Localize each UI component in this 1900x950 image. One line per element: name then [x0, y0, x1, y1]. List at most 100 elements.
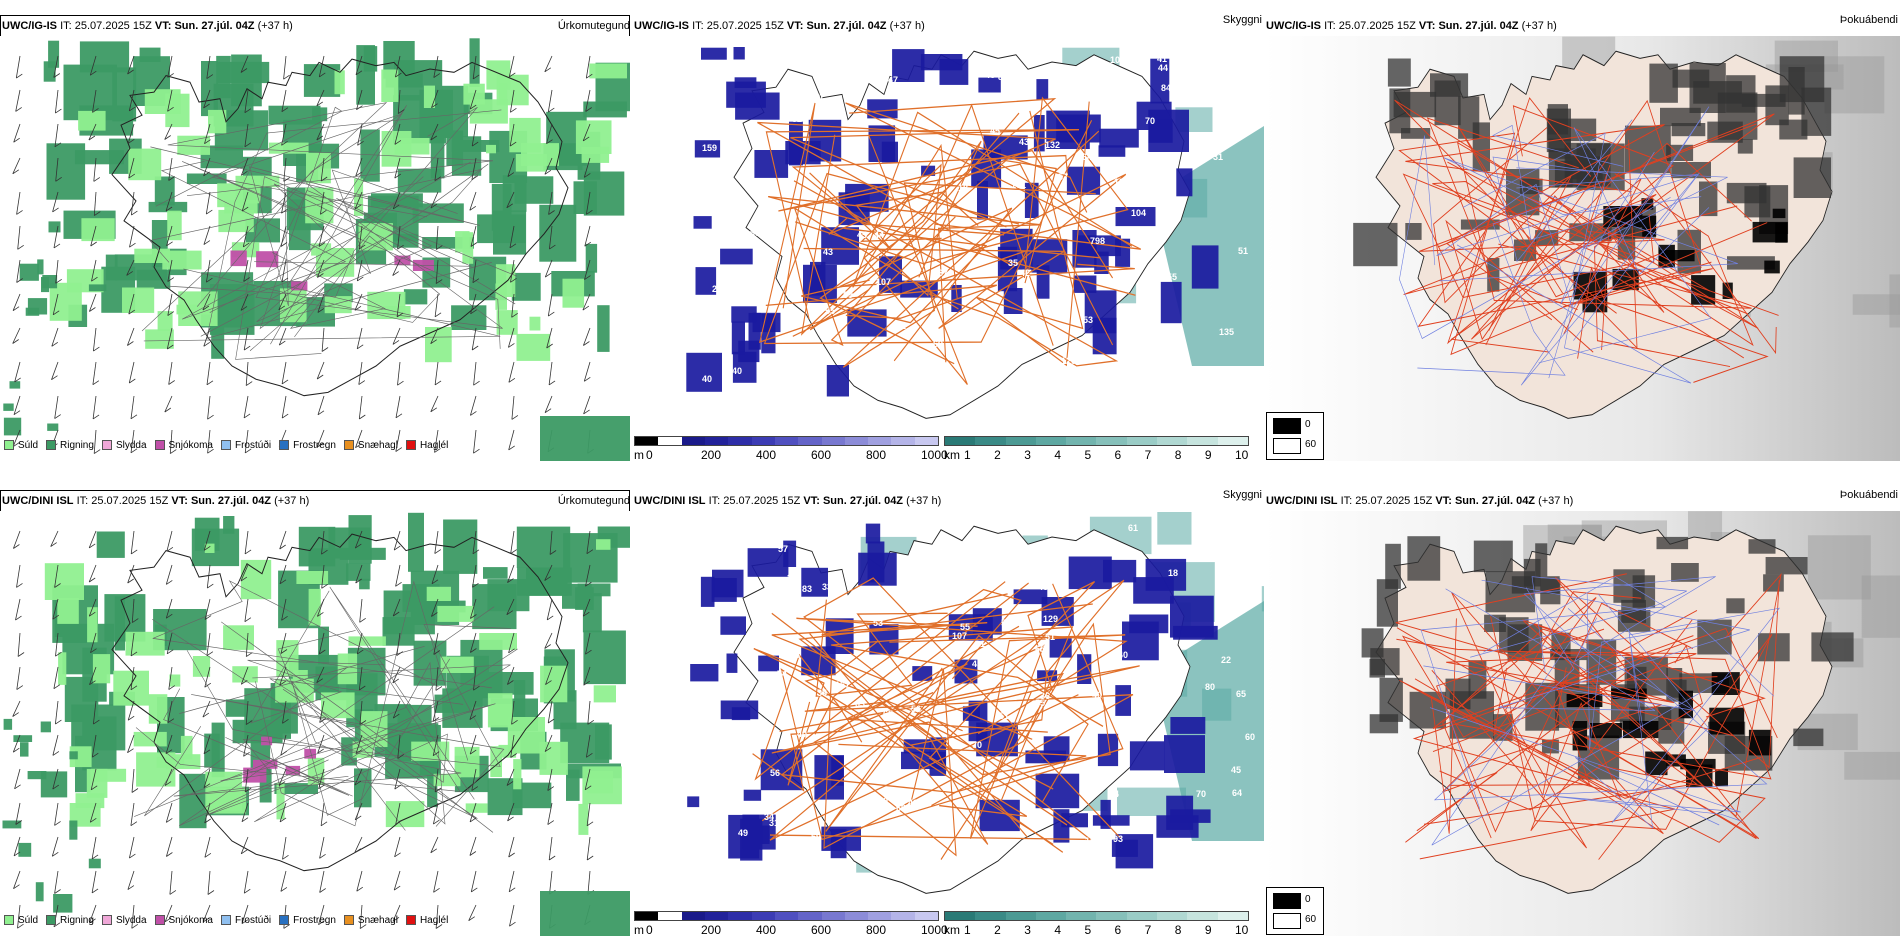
- colorbar-tick: 2: [994, 448, 1001, 462]
- colorbar-tick: 4: [1054, 448, 1062, 462]
- cloud-base-label: 85: [998, 72, 1008, 82]
- legend-item: Snæhagl: [343, 915, 398, 926]
- colorbar-tick: 600: [811, 923, 832, 937]
- cloud-base-label: 40: [797, 729, 807, 739]
- cloud-base-label: 40: [1092, 690, 1102, 700]
- colorbar-tick: 9: [1204, 923, 1212, 937]
- panel-title: Þokuábendi: [1839, 14, 1898, 26]
- panel-header: UWC/DINI ISL IT: 25.07.2025 15Z VT: Sun.…: [1266, 489, 1898, 509]
- cloud-base-label: 60: [878, 796, 888, 806]
- cloud-base-label: 91: [975, 639, 985, 649]
- cloud-base-label: 62: [957, 106, 967, 116]
- legend-item: Súld: [4, 915, 38, 926]
- precip-type-map: [0, 36, 632, 461]
- valid-time: Sun. 27.júl. 04Z: [822, 495, 904, 507]
- cloud-base-label: 43: [823, 247, 833, 257]
- cloud-base-label: 65: [1236, 689, 1246, 699]
- panel-title: Úrkomutegund: [557, 495, 630, 507]
- cloud-base-label: 120: [1061, 356, 1076, 366]
- cloud-base-label: 107: [876, 277, 891, 287]
- cloud-base-label: 103: [1110, 55, 1125, 65]
- it-label: IT:: [692, 20, 704, 32]
- colorbar-tick: 5: [1084, 923, 1092, 937]
- cloud-base-label: 45: [972, 659, 982, 669]
- cloud-base-label: 46: [1038, 359, 1048, 369]
- cloud-base-label: 54: [1062, 371, 1072, 381]
- cloud-base-label: 65: [750, 228, 760, 238]
- cloud-base-label: 102: [921, 361, 936, 371]
- vt-label: VT:: [786, 20, 804, 32]
- cloud-base-label: 49: [905, 588, 915, 598]
- cloud-base-label: 129: [1043, 614, 1058, 624]
- cloud-base-label: 80: [1205, 682, 1215, 692]
- fog-index-legend: 0 60: [1266, 887, 1324, 935]
- colorbar-tick: 10: [1235, 923, 1249, 937]
- colorbar-tick: 1: [964, 923, 971, 937]
- cloud-base-label: 51: [1238, 246, 1248, 256]
- cloud-base-label: 70: [1145, 116, 1155, 126]
- lead-time: (+37 h): [257, 20, 293, 32]
- panel-title: Skyggni: [1222, 489, 1262, 501]
- legend-item: Slydda: [101, 440, 147, 451]
- visibility-colorbar: km 1 2 3 4 5 6 7 8 9 10: [944, 436, 1249, 464]
- cloud-base-colorbar: m 0 200 400 600 800 1000: [634, 436, 948, 464]
- cloud-base-label: 57: [1058, 172, 1068, 182]
- cloud-base-label: 51: [888, 765, 898, 775]
- colorbar-tick: 1000: [921, 923, 948, 937]
- precip-type-panel: UWC/DINI ISL IT: 25.07.2025 15Z VT: Sun.…: [0, 475, 632, 950]
- colorbar-tick: 6: [1114, 448, 1122, 462]
- cloud-base-label: 49: [738, 828, 748, 838]
- cloud-base-label: 61: [1128, 523, 1138, 533]
- cloud-base-label: 90: [951, 574, 961, 584]
- cloud-base-label: 53: [1245, 89, 1255, 99]
- fog-index-legend: 0 60: [1266, 412, 1324, 460]
- model-row: UWC/IG-IS IT: 25.07.2025 15Z VT: Sun. 27…: [0, 14, 1900, 464]
- legend-item: Rigning: [46, 915, 94, 926]
- panel-title: Þokuábendi: [1839, 489, 1898, 501]
- colorbar-tick: 2: [994, 923, 1001, 937]
- cloud-base-label: 65: [987, 852, 997, 862]
- colorbar-tick: 7: [1144, 448, 1152, 462]
- init-time: 25.07.2025 15Z: [1338, 20, 1416, 32]
- cloud-base-label: 55: [910, 266, 920, 276]
- colorbar-tick: 7: [1144, 923, 1152, 937]
- cloud-base-label: 72: [1134, 235, 1144, 245]
- cloud-base-label: 156: [1085, 836, 1100, 846]
- legend-item: Snjókoma: [154, 440, 213, 451]
- cloud-base-label: 148: [835, 74, 850, 84]
- cloud-base-label: 41: [814, 92, 824, 102]
- cloud-base-label: 74: [777, 669, 787, 679]
- cloud-base-label: 798: [1090, 236, 1105, 246]
- lead-time: (+37 h): [1538, 495, 1574, 507]
- vt-label: VT:: [154, 20, 172, 32]
- panel-title: Skyggni: [1222, 14, 1262, 26]
- cloud-base-label: 78: [737, 141, 747, 151]
- cloud-base-label: 83: [802, 584, 812, 594]
- vt-label: VT:: [171, 495, 188, 507]
- cloud-base-label: 40: [702, 374, 712, 384]
- cloud-base-label: 64: [1082, 152, 1092, 162]
- colorbar-tick: 600: [811, 448, 832, 462]
- cloud-base-label: 106: [1114, 177, 1129, 187]
- cloud-base-label: 47: [888, 75, 898, 85]
- colorbar-tick: 1: [964, 448, 971, 462]
- cloud-base-label: 41: [712, 338, 722, 348]
- cloud-base-label: 52: [1001, 618, 1011, 628]
- legend-item: Frostúði: [220, 915, 271, 926]
- colorbar-tick: 6: [1114, 923, 1122, 937]
- cloud-base-label: 157: [835, 680, 850, 690]
- cloud-base-map: 56 33 45 50 47 56 40 57 55 65 84 44 49 43 34 31 32 43 41 51…: [632, 36, 1264, 461]
- cloud-base-label: 22: [1218, 848, 1228, 858]
- cloud-base-label: 60: [1245, 732, 1255, 742]
- cloud-base-label: 107: [952, 631, 967, 641]
- precip-type-map: [0, 511, 632, 936]
- colorbar-tick: 9: [1204, 448, 1212, 462]
- colorbar-tick: 800: [866, 923, 887, 937]
- cloud-base-label: 40: [977, 317, 987, 327]
- vt-label: VT:: [1418, 20, 1436, 32]
- cloud-base-label: 33: [1024, 342, 1034, 352]
- it-label: IT:: [76, 495, 89, 507]
- valid-time: Sun. 27.júl. 04Z: [190, 495, 272, 507]
- cloud-base-label: 42: [1020, 268, 1030, 278]
- cloud-base-label: 44: [1158, 63, 1168, 73]
